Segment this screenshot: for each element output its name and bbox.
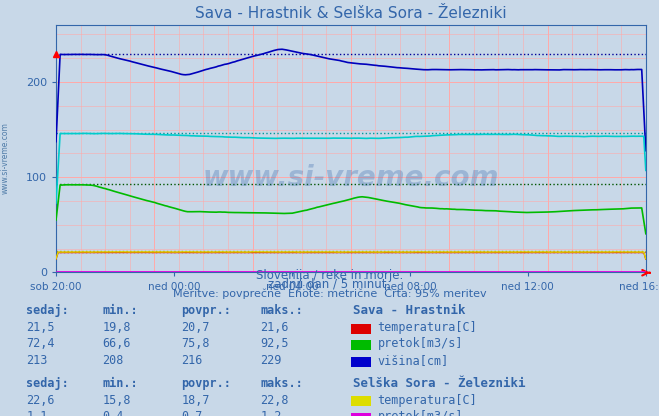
Text: www.si-vreme.com: www.si-vreme.com [1, 122, 10, 194]
Text: temperatura[C]: temperatura[C] [378, 394, 477, 406]
Text: 213: 213 [26, 354, 47, 367]
Text: sedaj:: sedaj: [26, 304, 69, 317]
Text: 18,7: 18,7 [181, 394, 210, 406]
Text: Slovenija / reke in morje.: Slovenija / reke in morje. [256, 269, 403, 282]
Text: pretok[m3/s]: pretok[m3/s] [378, 410, 463, 416]
Text: 20,7: 20,7 [181, 321, 210, 334]
Text: Selška Sora - Železniki: Selška Sora - Železniki [353, 377, 525, 390]
Text: 216: 216 [181, 354, 202, 367]
Text: 21,6: 21,6 [260, 321, 289, 334]
Text: povpr.:: povpr.: [181, 377, 231, 390]
Text: 208: 208 [102, 354, 123, 367]
Text: 75,8: 75,8 [181, 337, 210, 350]
Text: 0,4: 0,4 [102, 410, 123, 416]
Text: sedaj:: sedaj: [26, 377, 69, 390]
Text: pretok[m3/s]: pretok[m3/s] [378, 337, 463, 350]
Text: 0,7: 0,7 [181, 410, 202, 416]
Text: zadnji dan / 5 minut.: zadnji dan / 5 minut. [268, 278, 391, 291]
Text: maks.:: maks.: [260, 377, 303, 390]
Text: povpr.:: povpr.: [181, 304, 231, 317]
Text: maks.:: maks.: [260, 304, 303, 317]
Text: temperatura[C]: temperatura[C] [378, 321, 477, 334]
Text: 1,2: 1,2 [260, 410, 281, 416]
Text: Sava - Hrastnik: Sava - Hrastnik [353, 304, 465, 317]
Text: Meritve: povprečne  Enote: metrične  Črta: 95% meritev: Meritve: povprečne Enote: metrične Črta:… [173, 287, 486, 299]
Text: 22,8: 22,8 [260, 394, 289, 406]
Text: 19,8: 19,8 [102, 321, 130, 334]
Text: 92,5: 92,5 [260, 337, 289, 350]
Text: min.:: min.: [102, 304, 138, 317]
Text: višina[cm]: višina[cm] [378, 354, 449, 367]
Text: www.si-vreme.com: www.si-vreme.com [203, 164, 499, 193]
Text: min.:: min.: [102, 377, 138, 390]
Text: 72,4: 72,4 [26, 337, 55, 350]
Text: 21,5: 21,5 [26, 321, 55, 334]
Text: 229: 229 [260, 354, 281, 367]
Text: 1,1: 1,1 [26, 410, 47, 416]
Text: 15,8: 15,8 [102, 394, 130, 406]
Text: 22,6: 22,6 [26, 394, 55, 406]
Text: 66,6: 66,6 [102, 337, 130, 350]
Title: Sava - Hrastnik & Selška Sora - Železniki: Sava - Hrastnik & Selška Sora - Železnik… [195, 6, 507, 21]
